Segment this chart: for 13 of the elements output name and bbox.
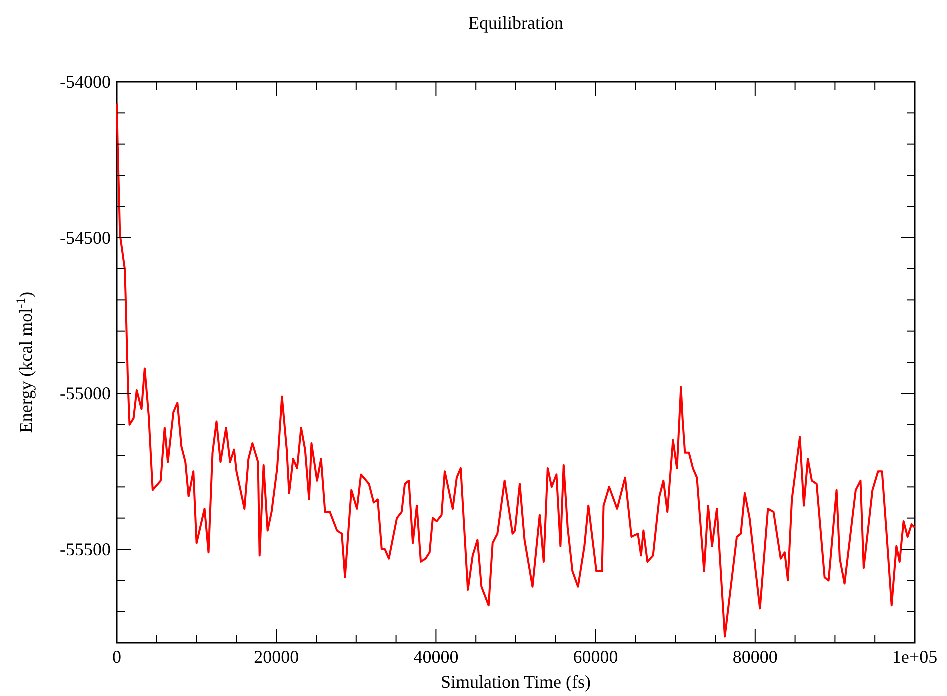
x-axis-title: Simulation Time (fs) [440, 672, 592, 692]
x-tick-label: 1e+05 [892, 647, 938, 667]
line-series [116, 102, 916, 638]
x-tick-label: 80000 [732, 647, 778, 667]
y-tick-label: -55500 [60, 540, 111, 560]
y-tick-label: -54500 [60, 228, 111, 248]
y-tick-label: -54000 [60, 72, 111, 92]
y-tick-label: -55000 [60, 384, 111, 404]
x-tick-label: 60000 [573, 647, 618, 667]
x-tick-label: 0 [112, 647, 122, 667]
chart-title: Equilibration [468, 13, 564, 33]
x-tick-label: 40000 [414, 647, 459, 667]
x-tick-label: 20000 [254, 647, 300, 667]
